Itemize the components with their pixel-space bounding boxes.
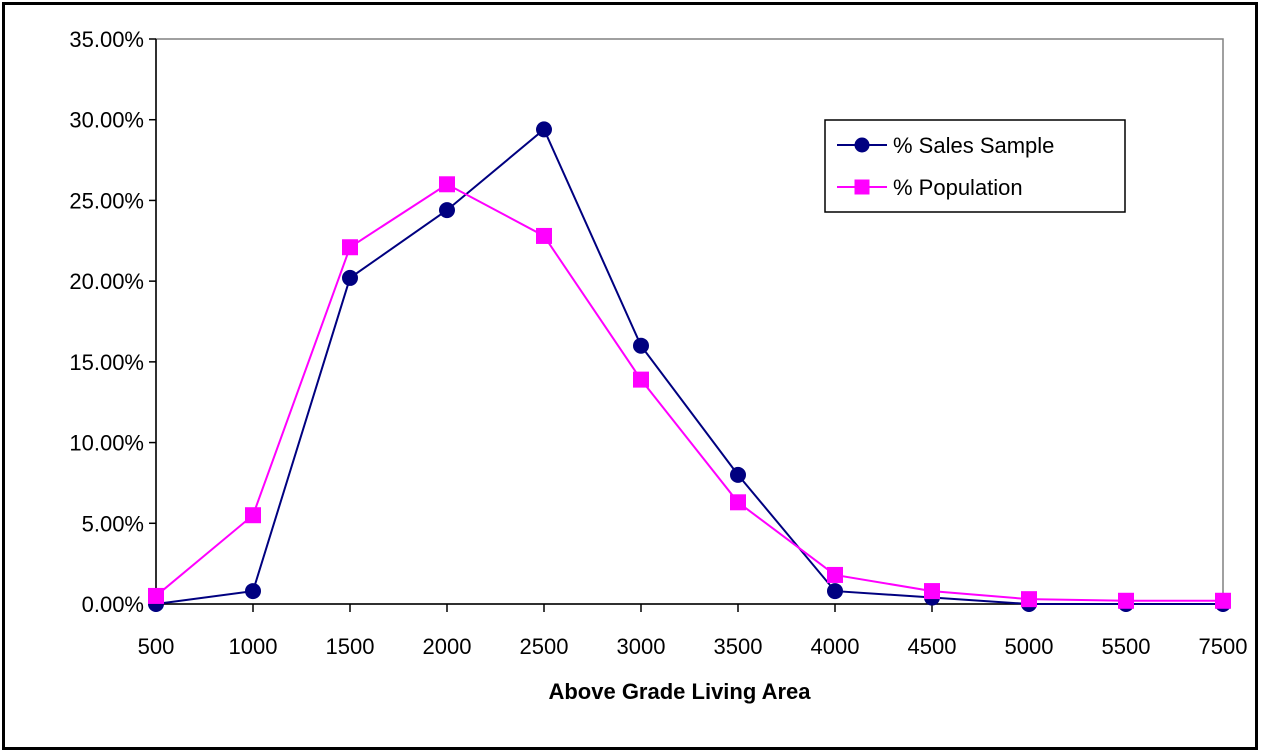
x-tick-label: 5500 (1102, 634, 1151, 659)
x-tick-label: 2000 (423, 634, 472, 659)
series-line (155, 127, 1223, 605)
legend-item: % Population (837, 175, 1023, 200)
legend-marker (854, 137, 870, 153)
series-population (148, 176, 1231, 609)
y-tick-label: 0.00% (82, 592, 144, 617)
legend-box (824, 119, 1126, 213)
x-tick-label: 5000 (1005, 634, 1054, 659)
data-point (439, 176, 455, 193)
y-axis: 0.00% 5.00% 10.00% 15.00% 20.00% 25.00% 30.00%… (69, 27, 156, 617)
series-layer (148, 121, 1231, 612)
x-tick-label: 1500 (326, 634, 375, 659)
legend-item: % Sales Sample (837, 133, 1054, 158)
x-tick-label: 7500 (1199, 634, 1248, 659)
data-point (245, 507, 261, 524)
y-tick-label: 30.00% (69, 108, 144, 133)
data-point (730, 466, 746, 483)
y-tick-label: 10.00% (69, 431, 144, 456)
legend-marker (854, 179, 870, 195)
data-point (439, 202, 455, 219)
x-tick-label: 1000 (229, 634, 278, 659)
x-tick-label: 500 (138, 634, 175, 659)
data-point (924, 583, 940, 600)
data-point (1021, 591, 1037, 608)
y-tick-label: 25.00% (69, 188, 144, 213)
data-point (245, 583, 261, 600)
data-point (633, 371, 649, 388)
x-tick-label: 3000 (617, 634, 666, 659)
y-tick-label: 15.00% (69, 350, 144, 375)
x-tick-label: 4000 (811, 634, 860, 659)
y-tick-label: 35.00% (69, 27, 144, 52)
legend-label: % Population (893, 175, 1023, 200)
data-point (536, 227, 552, 244)
data-point (342, 269, 358, 286)
x-axis-title: Above Grade Living Area (548, 679, 811, 704)
x-tick-label: 2500 (520, 634, 569, 659)
data-point (827, 566, 843, 583)
x-axis: 500 1000 1500 2000 2500 3000 3500 4000 4500 5000 5… (138, 604, 1248, 659)
series-line (155, 183, 1223, 602)
legend-label: % Sales Sample (893, 133, 1054, 158)
data-point (1118, 592, 1134, 609)
series-sales-sample (148, 121, 1231, 612)
y-tick-label: 5.00% (82, 511, 144, 536)
data-point (148, 587, 164, 604)
data-point (827, 583, 843, 600)
data-point (730, 494, 746, 511)
x-tick-label: 4500 (908, 634, 957, 659)
data-point (633, 337, 649, 354)
data-point (536, 121, 552, 138)
x-tick-label: 3500 (714, 634, 763, 659)
line-chart: 0.00% 5.00% 10.00% 15.00% 20.00% 25.00% 30.00%… (69, 27, 1248, 704)
data-point (342, 239, 358, 256)
data-point (1215, 592, 1231, 609)
y-tick-label: 20.00% (69, 269, 144, 294)
legend: % Sales Sample % Population (824, 119, 1126, 213)
